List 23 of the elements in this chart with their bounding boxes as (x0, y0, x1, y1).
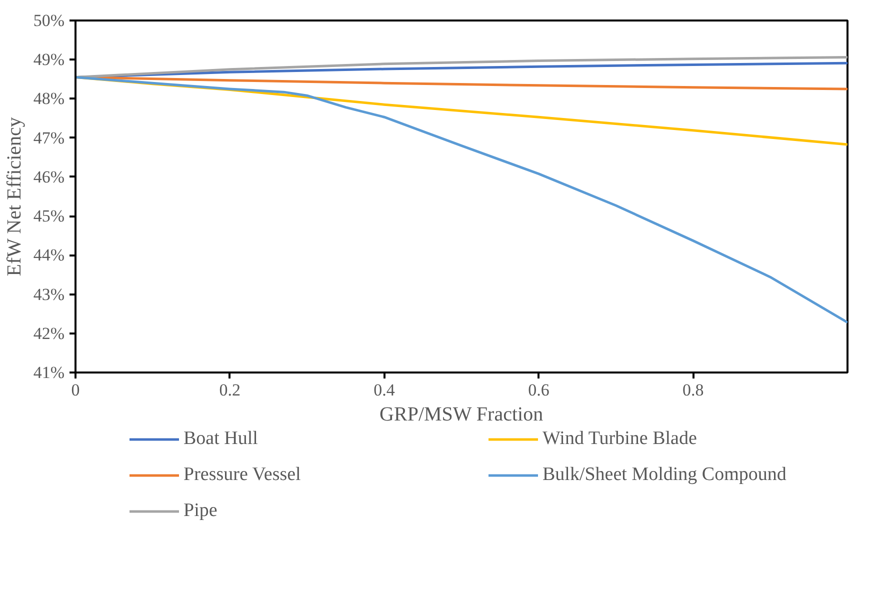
legend-label: Wind Turbine Blade (542, 428, 698, 450)
legend-label: Bulk/Sheet Molding Compound (542, 464, 788, 486)
y-tick-label: 45% (33, 206, 65, 226)
y-tick-label: 42% (33, 324, 65, 343)
y-tick-label: 48% (33, 89, 65, 108)
y-tick-label: 44% (33, 246, 65, 265)
x-tick-label: 0 (71, 380, 80, 400)
y-tick-label: 46% (33, 167, 65, 186)
x-tick-label: 0.8 (682, 380, 704, 400)
x-tick-label: 0.4 (374, 380, 396, 400)
y-tick-label: 49% (33, 50, 65, 70)
y-tick-label: 41% (33, 363, 65, 382)
y-tick-label: 47% (33, 128, 65, 148)
y-axis-title: EfW Net Efficiency (3, 117, 26, 276)
legend-label: Boat Hull (184, 428, 259, 450)
y-tick-label: 43% (33, 284, 65, 304)
legend-label: Pressure Vessel (184, 464, 302, 486)
x-axis-title: GRP/MSW Fraction (380, 404, 544, 426)
y-tick-label: 50% (33, 11, 65, 30)
x-tick-label: 0.6 (528, 380, 550, 400)
x-tick-label: 0.2 (219, 380, 241, 400)
line-series (76, 76, 848, 324)
legend-label: Pipe (184, 500, 218, 522)
